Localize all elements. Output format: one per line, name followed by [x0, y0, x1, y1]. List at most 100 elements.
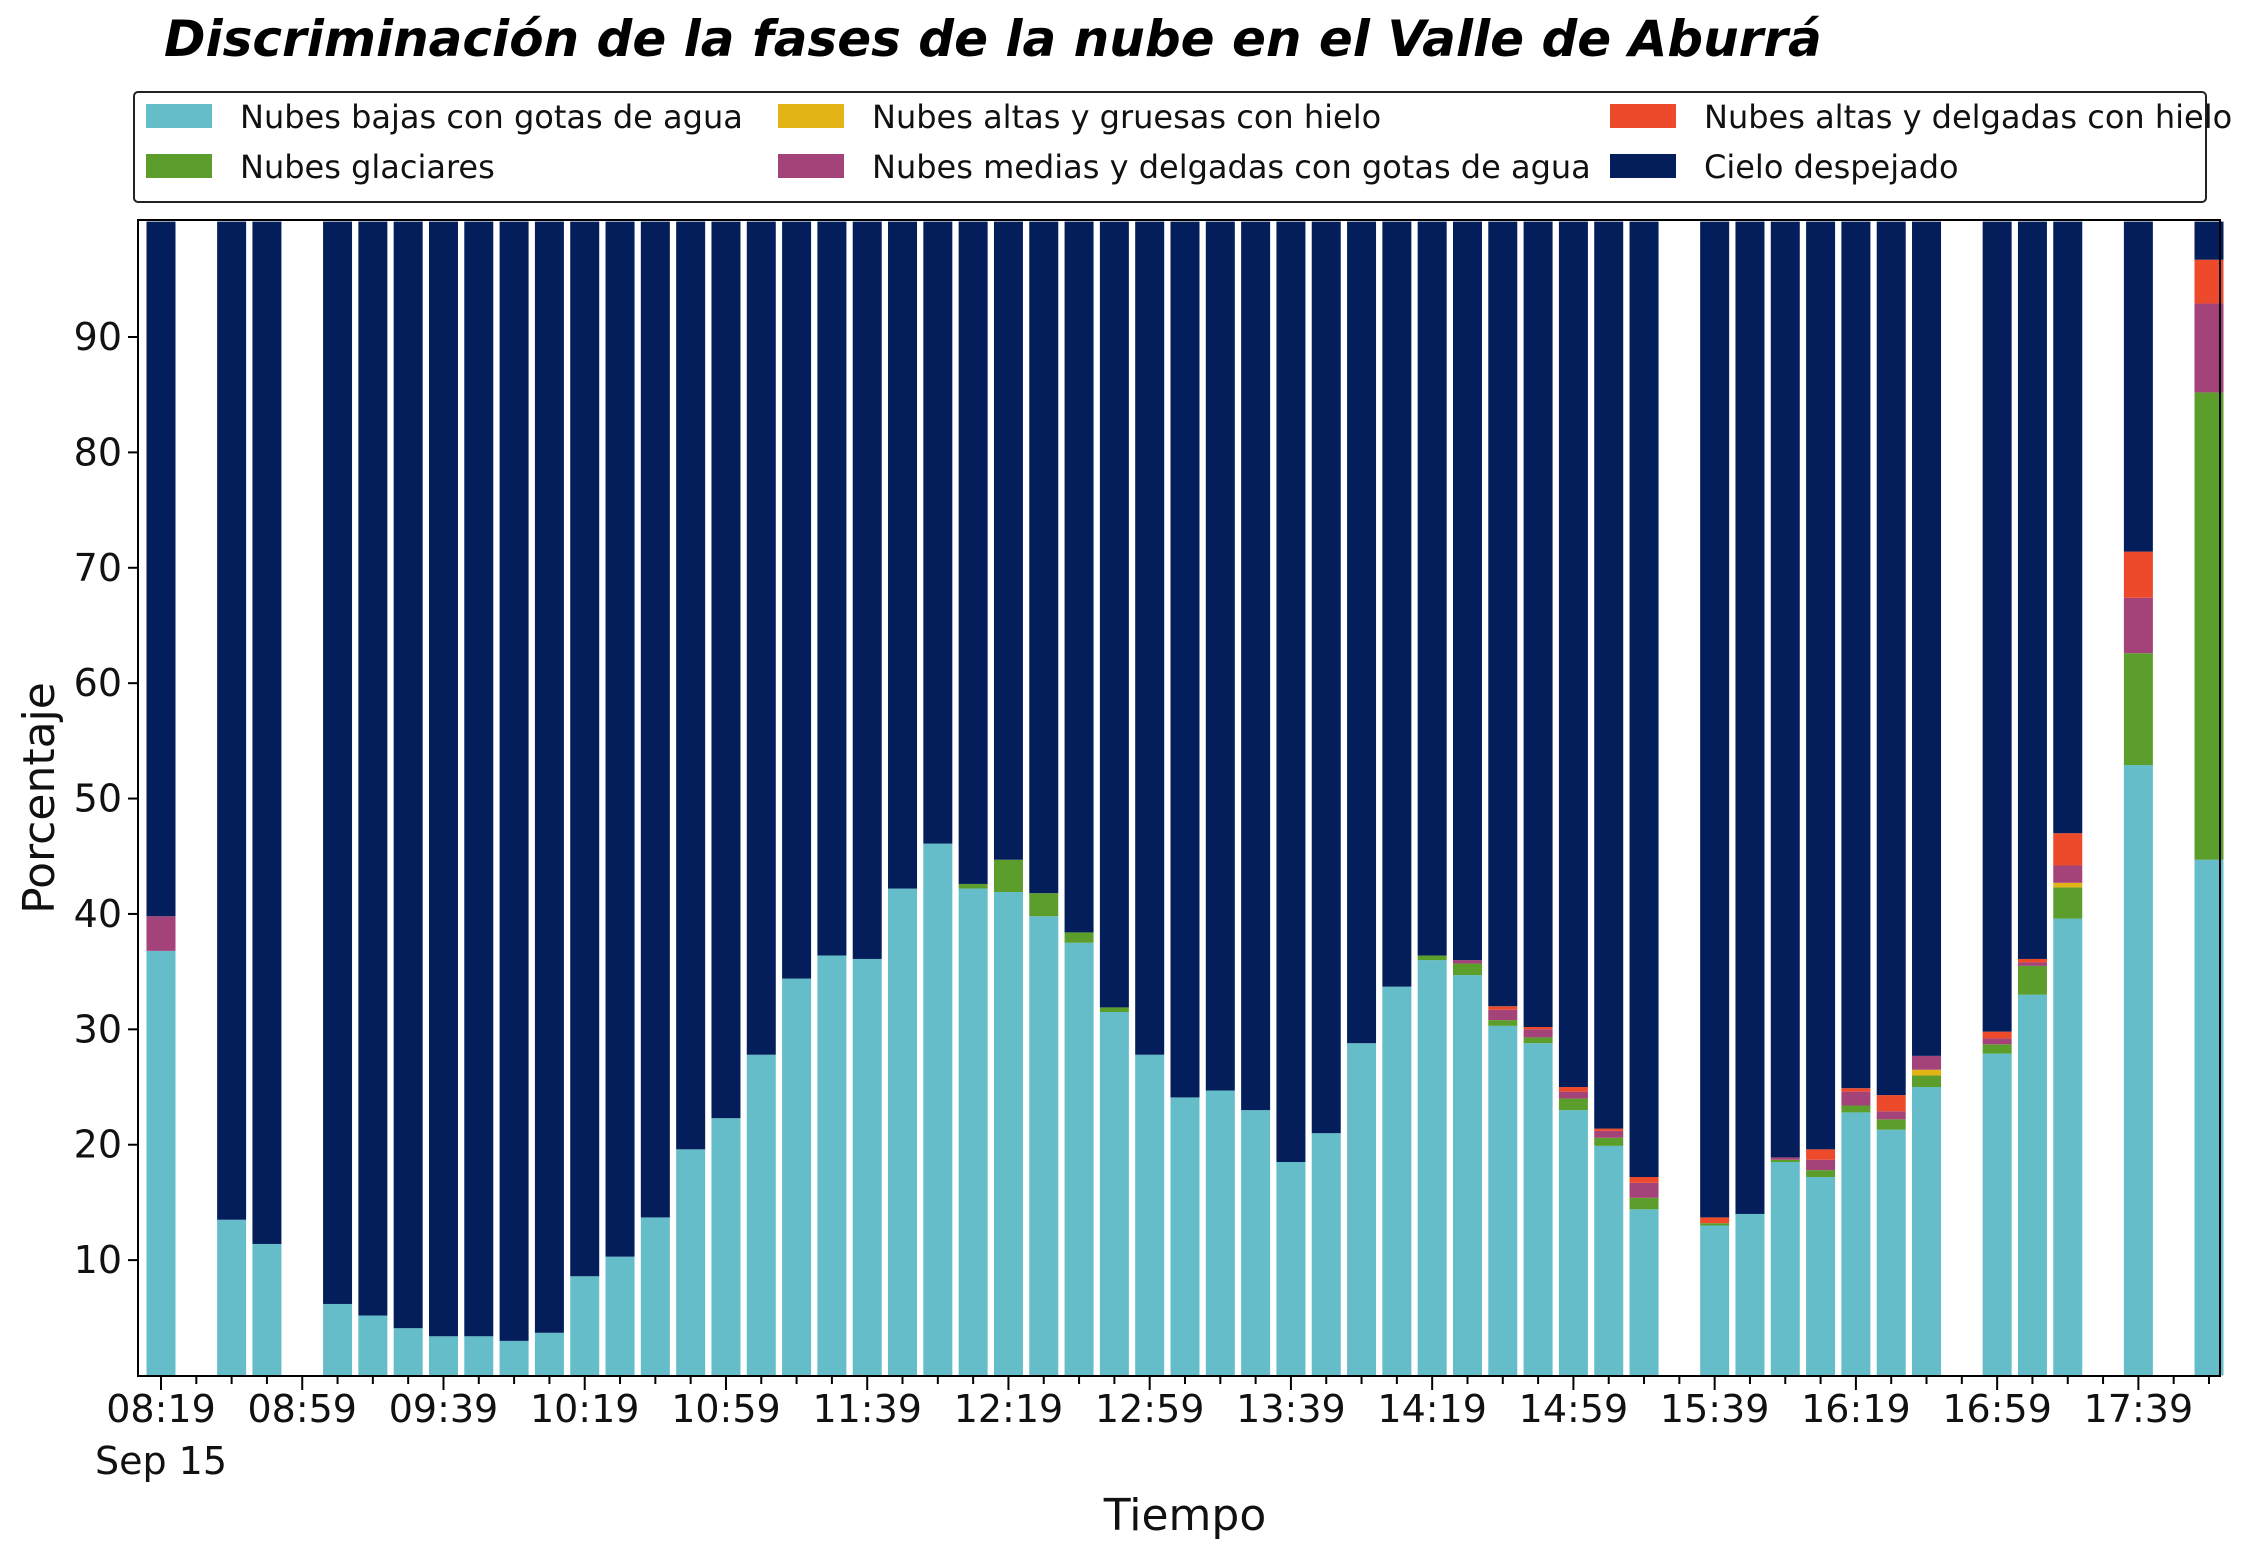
y-tick-label-40: 40	[74, 892, 122, 936]
y-tick-label-10: 10	[74, 1238, 122, 1282]
bar-1049-series-0	[676, 1149, 706, 1376]
bar-1629-series-3	[1876, 1111, 1906, 1120]
bar-1519-series-0	[1629, 1209, 1659, 1376]
x-tick-label-1339: 13:39	[1236, 1387, 1346, 1431]
bar-1409-series-0	[1382, 986, 1412, 1376]
bar-1249-series-1	[1099, 1007, 1129, 1013]
bar-1509-series-3	[1594, 1130, 1624, 1138]
legend-swatch-5	[1610, 154, 1676, 178]
bar-1059-series-5	[711, 221, 741, 1119]
bar-1739-series-4	[2123, 551, 2153, 598]
legend: Nubes bajas con gotas de agua Nubes altas…	[133, 91, 2232, 203]
y-tick-label-50: 50	[74, 777, 122, 821]
bar-1439-series-5	[1488, 221, 1518, 1007]
bar-1309-series-5	[1170, 221, 1200, 1098]
legend-swatch-3	[146, 154, 212, 178]
bar-1159-series-0	[923, 843, 953, 1376]
bar-0919-series-5	[358, 221, 388, 1316]
bar-1139-series-0	[852, 958, 882, 1376]
bar-1019-series-5	[570, 221, 600, 1277]
bar-1539-series-4	[1700, 1217, 1730, 1224]
bar-1659-series-1	[1982, 1044, 2012, 1054]
bar-1559-series-1	[1770, 1159, 1800, 1163]
bar-1249-series-0	[1099, 1012, 1129, 1376]
y-axis-label: Porcentaje	[14, 682, 65, 914]
bar-1509-series-5	[1594, 221, 1624, 1129]
bar-1509-series-0	[1594, 1145, 1624, 1376]
bar-1239-series-0	[1064, 942, 1094, 1376]
bar-1709-series-4	[2017, 958, 2047, 963]
legend-swatch-4	[778, 154, 844, 178]
bar-1509-series-1	[1594, 1137, 1624, 1146]
bar-1239-series-1	[1064, 932, 1094, 943]
bar-0839-series-0	[217, 1219, 247, 1376]
bar-1339-series-5	[1276, 221, 1306, 1163]
bar-0929-series-5	[393, 221, 423, 1329]
bar-0929-series-0	[393, 1328, 423, 1376]
bar-1139-series-5	[852, 221, 882, 959]
bar-1009-series-0	[534, 1332, 564, 1376]
bar-0819-series-5	[146, 221, 176, 917]
legend-label-5: Cielo despejado	[1704, 148, 1959, 186]
bar-1449-series-5	[1523, 221, 1553, 1028]
bar-0839-series-5	[217, 221, 247, 1220]
bar-1639-series-5	[1912, 221, 1942, 1056]
legend-label-1: Nubes altas y gruesas con hielo	[872, 98, 1381, 136]
bar-1549-series-0	[1735, 1213, 1765, 1376]
bar-0819-series-3	[146, 916, 176, 951]
bar-1439-series-0	[1488, 1025, 1518, 1376]
bar-1429-series-1	[1452, 963, 1482, 976]
x-tick-label-1419: 14:19	[1377, 1387, 1487, 1431]
bar-1739-series-1	[2123, 653, 2153, 766]
bar-1739-series-0	[2123, 765, 2153, 1376]
bar-1449-series-3	[1523, 1029, 1553, 1038]
x-tick-label-1219: 12:19	[954, 1387, 1064, 1431]
bar-1359-series-0	[1347, 1043, 1377, 1376]
bar-0939-series-5	[428, 221, 458, 1337]
bar-0919-series-0	[358, 1315, 388, 1376]
bar-1429-series-0	[1452, 975, 1482, 1376]
bar-1709-series-3	[2017, 962, 2047, 966]
bar-1439-series-4	[1488, 1006, 1518, 1010]
x-tick-label-1459: 14:59	[1519, 1387, 1629, 1431]
bar-1559-series-0	[1770, 1162, 1800, 1376]
bars-group	[146, 221, 2224, 1376]
bar-1209-series-1	[958, 883, 988, 889]
bar-1339-series-0	[1276, 1162, 1306, 1376]
bar-1539-series-1	[1700, 1223, 1730, 1226]
bar-1759-series-1	[2194, 392, 2224, 860]
bar-1639-series-1	[1912, 1075, 1942, 1088]
bar-1039-series-5	[640, 221, 670, 1218]
x-tick-label-1659: 16:59	[1942, 1387, 2052, 1431]
bar-1609-series-0	[1806, 1177, 1836, 1376]
bar-1119-series-5	[782, 221, 812, 979]
bar-1539-series-0	[1700, 1225, 1730, 1376]
bar-1129-series-0	[817, 955, 847, 1376]
bar-1319-series-0	[1205, 1090, 1235, 1376]
bar-1109-series-5	[746, 221, 776, 1055]
bar-1459-series-1	[1558, 1098, 1588, 1111]
bar-1659-series-5	[1982, 221, 2012, 1032]
bar-1559-series-5	[1770, 221, 1800, 1158]
bar-1049-series-5	[676, 221, 706, 1150]
x-tick-label-0819: 08:19	[106, 1387, 216, 1431]
bar-1759-series-5	[2194, 221, 2224, 260]
bar-1129-series-5	[817, 221, 847, 956]
bar-1409-series-5	[1382, 221, 1412, 987]
x-tick-label-1739: 17:39	[2084, 1387, 2194, 1431]
bar-1149-series-0	[888, 888, 918, 1376]
bar-1719-series-1	[2053, 887, 2083, 919]
bar-1029-series-5	[605, 221, 635, 1257]
bar-1449-series-1	[1523, 1037, 1553, 1044]
bar-1109-series-0	[746, 1054, 776, 1376]
bar-1759-series-0	[2194, 859, 2224, 1376]
bar-1709-series-0	[2017, 994, 2047, 1376]
x-tick-label-1019: 10:19	[530, 1387, 640, 1431]
bar-1559-series-3	[1770, 1157, 1800, 1160]
bar-1619-series-3	[1841, 1091, 1871, 1106]
bar-1659-series-4	[1982, 1031, 2012, 1039]
bar-1359-series-5	[1347, 221, 1377, 1044]
legend-label-0: Nubes bajas con gotas de agua	[240, 98, 743, 136]
x-date-label: Sep 15	[95, 1439, 227, 1483]
